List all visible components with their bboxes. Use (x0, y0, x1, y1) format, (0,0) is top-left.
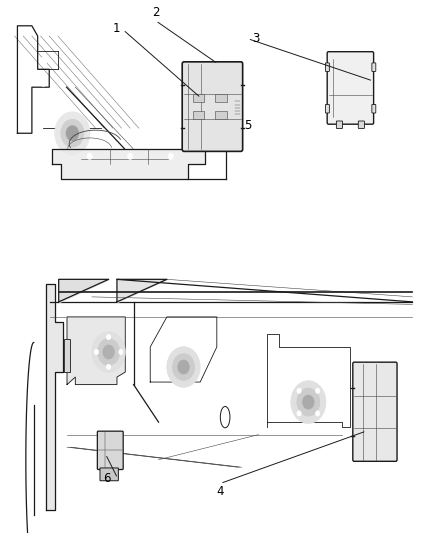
Circle shape (38, 345, 42, 349)
Circle shape (40, 78, 47, 86)
Circle shape (38, 433, 42, 437)
Circle shape (339, 474, 344, 480)
Circle shape (306, 464, 311, 471)
Bar (215, 94, 226, 102)
FancyBboxPatch shape (336, 121, 343, 128)
Polygon shape (117, 279, 167, 302)
Circle shape (38, 383, 42, 387)
Circle shape (87, 153, 92, 159)
Circle shape (106, 334, 111, 340)
Circle shape (315, 388, 320, 393)
Circle shape (38, 470, 42, 474)
Circle shape (167, 347, 200, 387)
FancyBboxPatch shape (100, 468, 118, 481)
Circle shape (66, 126, 78, 141)
FancyBboxPatch shape (64, 340, 71, 373)
Circle shape (297, 388, 320, 416)
FancyBboxPatch shape (325, 104, 329, 113)
Circle shape (103, 345, 114, 359)
FancyBboxPatch shape (233, 92, 241, 99)
FancyBboxPatch shape (372, 63, 376, 71)
Circle shape (40, 58, 47, 66)
Circle shape (297, 411, 301, 416)
Polygon shape (46, 285, 63, 510)
Circle shape (178, 360, 189, 374)
Circle shape (119, 349, 123, 354)
Circle shape (297, 388, 301, 393)
Bar (193, 94, 204, 102)
FancyBboxPatch shape (358, 121, 364, 128)
FancyBboxPatch shape (182, 62, 243, 151)
Circle shape (106, 364, 111, 369)
Circle shape (303, 395, 314, 409)
Bar (193, 111, 204, 119)
Bar (215, 111, 226, 119)
Circle shape (92, 332, 125, 372)
Circle shape (55, 112, 90, 155)
Circle shape (127, 153, 133, 159)
FancyBboxPatch shape (97, 431, 123, 470)
Polygon shape (59, 279, 109, 302)
Polygon shape (67, 317, 125, 385)
FancyBboxPatch shape (327, 52, 374, 124)
Text: 5: 5 (244, 119, 251, 132)
Circle shape (61, 119, 84, 147)
Polygon shape (52, 149, 205, 179)
Circle shape (98, 338, 120, 365)
Text: 1: 1 (113, 22, 120, 35)
Text: 4: 4 (216, 485, 224, 498)
Text: 2: 2 (152, 6, 159, 19)
Circle shape (291, 381, 326, 423)
Circle shape (168, 153, 173, 159)
Circle shape (272, 474, 278, 480)
Text: 3: 3 (252, 32, 259, 45)
Text: 6: 6 (103, 472, 111, 485)
Circle shape (173, 354, 194, 381)
FancyBboxPatch shape (325, 63, 329, 71)
Circle shape (315, 411, 320, 416)
Ellipse shape (220, 407, 230, 428)
Circle shape (94, 349, 99, 354)
FancyBboxPatch shape (353, 362, 397, 462)
FancyBboxPatch shape (372, 104, 376, 113)
